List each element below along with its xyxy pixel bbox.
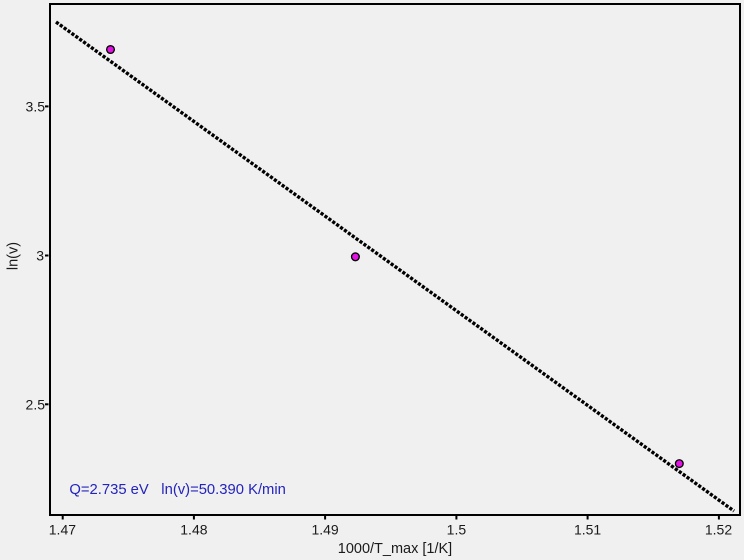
svg-text:Q=2.735 eV: Q=2.735 eV [69,482,149,498]
svg-text:2.5: 2.5 [26,396,46,412]
svg-text:1.5: 1.5 [447,522,467,538]
svg-text:1.49: 1.49 [311,522,338,538]
svg-text:ln(v)=50.390 K/min: ln(v)=50.390 K/min [161,482,286,498]
svg-text:1000/T_max [1/K]: 1000/T_max [1/K] [338,541,452,557]
svg-text:3: 3 [36,248,44,264]
svg-text:1.48: 1.48 [180,522,207,538]
svg-text:3.5: 3.5 [26,99,46,115]
svg-text:1.51: 1.51 [574,522,601,538]
svg-text:ln(v): ln(v) [6,242,22,270]
svg-text:1.47: 1.47 [49,522,76,538]
svg-text:1.52: 1.52 [705,522,732,538]
